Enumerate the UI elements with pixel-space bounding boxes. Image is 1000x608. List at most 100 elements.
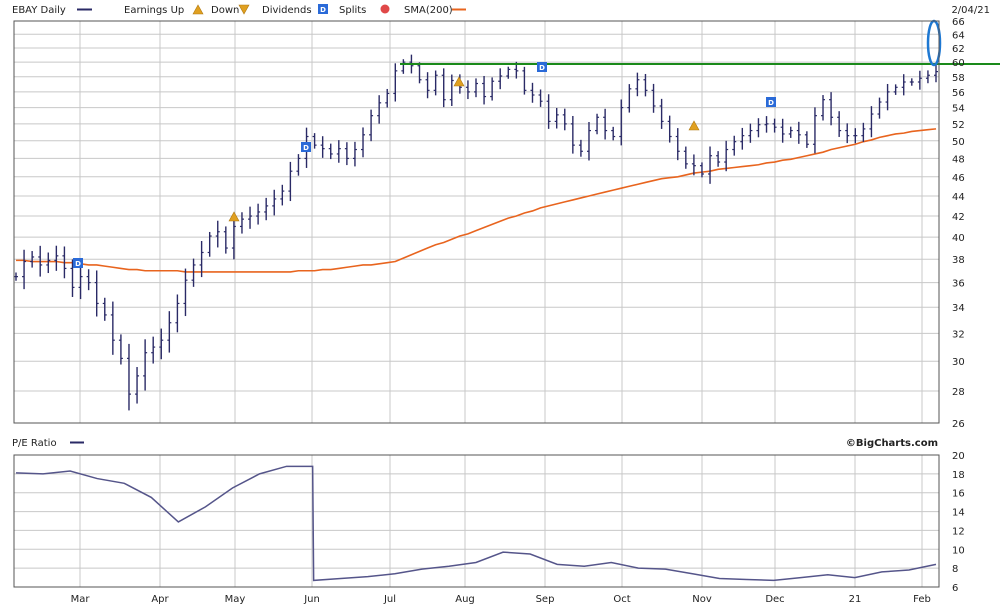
svg-text:D: D: [303, 144, 309, 152]
price-bar: [256, 203, 261, 225]
price-bar: [538, 89, 543, 107]
price-bar: [934, 64, 938, 83]
price-bar: [425, 72, 430, 99]
price-bar: [369, 109, 374, 142]
pe-y-tick: 10: [952, 545, 965, 556]
price-y-tick: 58: [952, 73, 965, 84]
price-bar: [70, 259, 75, 297]
price-bar: [110, 301, 115, 355]
price-bar: [562, 108, 567, 131]
price-bar: [522, 66, 527, 95]
price-bar: [804, 131, 809, 148]
price-bar: [570, 115, 575, 154]
price-bar: [86, 269, 91, 291]
price-bar: [651, 83, 656, 113]
price-bar: [699, 162, 704, 178]
price-y-tick: 30: [952, 357, 965, 368]
price-bar: [578, 139, 583, 157]
price-bar: [344, 142, 349, 166]
price-bar: [909, 78, 914, 86]
price-bar: [288, 161, 293, 202]
price-y-tick: 44: [952, 192, 965, 203]
x-axis: Mar Apr May Jun Jul Aug Sep Oct Nov Dec 21 Feb: [71, 594, 931, 605]
price-bar: [62, 246, 67, 279]
bigcharts-credit: ©BigCharts.com: [846, 438, 938, 449]
dividend-legend-letter: D: [320, 6, 326, 14]
price-bar: [183, 268, 188, 317]
price-bar: [780, 118, 785, 143]
price-y-axis: 66 64 62 60 58 56 54 52 50 48 46 44 42 40 38 36 34 32 30 28…: [952, 17, 965, 430]
price-bar: [151, 336, 156, 364]
pe-y-tick: 14: [952, 508, 965, 519]
price-bar: [708, 146, 713, 184]
sma-layer: [16, 128, 937, 273]
price-bar: [159, 328, 164, 360]
price-bar: [296, 154, 301, 176]
price-bar: [239, 212, 244, 234]
x-tick-label: Mar: [71, 594, 91, 605]
price-bar: [191, 258, 196, 287]
price-bar: [482, 75, 487, 105]
price-bar: [126, 343, 131, 411]
price-bar: [22, 249, 27, 290]
price-bar: [94, 270, 99, 317]
price-bar: [441, 68, 446, 108]
price-y-tick: 42: [952, 212, 965, 223]
price-bar: [312, 133, 317, 149]
price-y-tick: 48: [952, 154, 965, 165]
price-bar: [118, 334, 123, 365]
price-y-tick: 40: [952, 233, 965, 244]
x-tick-label: Sep: [536, 594, 555, 605]
dividend-marker: D: [766, 97, 776, 107]
x-tick-label: Oct: [613, 594, 630, 605]
pe-panel: 20 18 16 14 12 10 8 6: [13, 451, 965, 594]
price-y-tick: 50: [952, 137, 965, 148]
price-bar: [449, 74, 454, 106]
price-bar: [821, 95, 826, 121]
price-bar: [724, 140, 729, 172]
dividend-marker: D: [537, 62, 547, 72]
price-bar: [272, 189, 277, 216]
earnings-marker: [228, 211, 240, 222]
price-bar: [683, 146, 688, 169]
price-bar: [207, 231, 212, 257]
price-grid: [14, 20, 939, 424]
dividend-legend-icon: [318, 4, 328, 14]
price-bar: [716, 151, 721, 167]
price-bar: [231, 215, 236, 260]
down-label: Down: [211, 5, 239, 16]
price-y-tick: 28: [952, 387, 965, 398]
dividend-marker: D: [73, 258, 83, 268]
price-y-tick: 54: [952, 104, 965, 115]
price-y-tick: 52: [952, 120, 965, 131]
x-tick-label: Jun: [303, 594, 320, 605]
price-y-tick: 36: [952, 279, 965, 290]
dividends-label: Dividends: [262, 5, 312, 16]
earnings-marker: [453, 76, 465, 87]
sma-label: SMA(200): [404, 5, 453, 16]
price-bar: [199, 241, 204, 278]
price-bar: [506, 66, 511, 79]
pe-series-line: [15, 465, 937, 582]
earnings-down-icon: [238, 4, 250, 15]
event-markers: D D D D: [73, 62, 776, 268]
pe-line: [15, 465, 937, 582]
pe-y-tick: 16: [952, 489, 965, 500]
pe-y-tick: 20: [952, 451, 965, 462]
price-bar: [595, 113, 600, 135]
price-bar: [143, 339, 148, 391]
price-bar: [102, 297, 107, 321]
price-bar: [490, 77, 495, 101]
price-bar: [925, 70, 930, 84]
splits-label: Splits: [339, 5, 366, 16]
svg-text:D: D: [539, 64, 545, 72]
price-bar: [611, 126, 616, 141]
price-bar: [498, 68, 503, 90]
x-tick-label: Nov: [692, 594, 712, 605]
price-bar: [361, 127, 366, 158]
price-bar: [320, 136, 325, 158]
price-bar: [893, 84, 898, 95]
price-bar: [14, 272, 18, 281]
split-legend-icon: [380, 4, 390, 14]
price-bar: [877, 97, 882, 119]
